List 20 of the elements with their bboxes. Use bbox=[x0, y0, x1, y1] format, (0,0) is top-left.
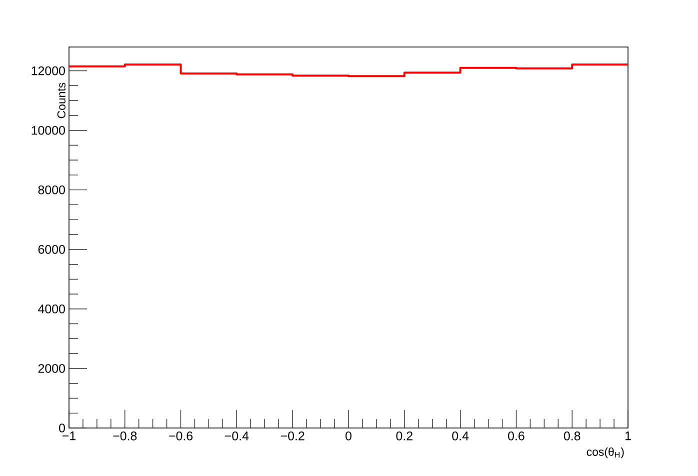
y-tick-label: 2000 bbox=[38, 364, 65, 373]
x-tick-label: 0.2 bbox=[396, 432, 412, 440]
y-axis-title: Counts bbox=[57, 82, 66, 118]
x-tick-label: 0.4 bbox=[452, 432, 469, 440]
x-tick-label: −0.6 bbox=[169, 432, 193, 440]
x-tick-label: −0.8 bbox=[113, 432, 137, 440]
x-axis-title: cos(θ$_{H}$) bbox=[586, 447, 624, 458]
y-tick-label: 12000 bbox=[32, 66, 65, 76]
x-tick-label: −0.2 bbox=[280, 432, 304, 440]
y-tick-label: 0 bbox=[59, 424, 65, 432]
y-tick-label: 10000 bbox=[32, 126, 65, 135]
x-tick-label: 1 bbox=[625, 432, 631, 440]
y-tick-label: 8000 bbox=[38, 185, 65, 194]
x-tick-label: −1 bbox=[62, 432, 76, 440]
x-tick-label: 0.6 bbox=[508, 432, 524, 440]
x-tick-label: 0 bbox=[346, 432, 352, 440]
x-tick-label: 0.8 bbox=[564, 432, 580, 440]
y-tick-label: 6000 bbox=[38, 245, 65, 254]
y-tick-label: 4000 bbox=[38, 304, 65, 314]
x-tick-label: −0.4 bbox=[225, 432, 249, 440]
